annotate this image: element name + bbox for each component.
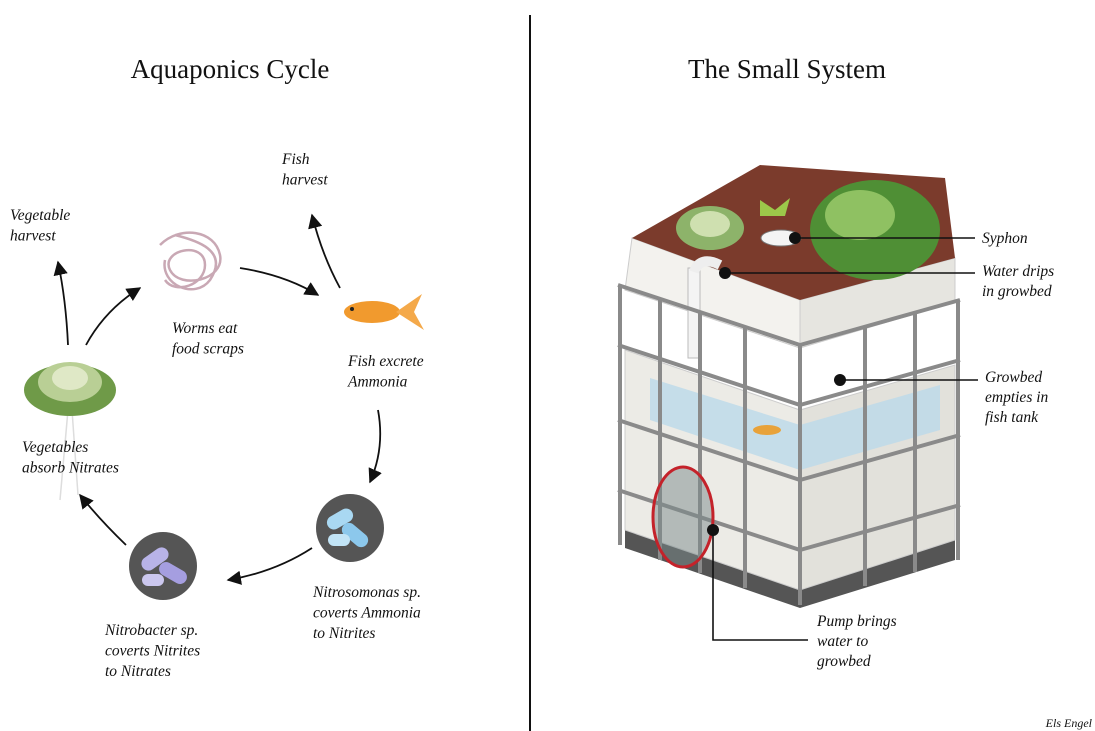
callout-label: empties in — [985, 389, 1049, 406]
left-title: Aquaponics Cycle — [131, 54, 330, 84]
cycle-label: Worms eat — [172, 320, 238, 337]
cycle-label: Vegetables — [22, 439, 88, 456]
cycle-label: to Nitrates — [105, 663, 171, 680]
callout-label: Syphon — [982, 230, 1028, 247]
cycle-label: Ammonia — [347, 374, 408, 391]
callout-label: in growbed — [982, 283, 1052, 300]
credit: Els Engel — [1045, 716, 1093, 730]
cycle-label: harvest — [10, 228, 56, 245]
cycle-label: Nitrosomonas sp. — [312, 584, 421, 601]
worms-icon — [160, 233, 220, 290]
cycle-label: coverts Nitrites — [105, 643, 200, 660]
diagram: Aquaponics Cycle The Small System Els En… — [0, 0, 1095, 731]
lettuce-icon — [24, 362, 116, 500]
fish-icon — [344, 294, 424, 330]
cycle-label: food scraps — [172, 341, 244, 358]
cycle-label: Fish excrete — [347, 353, 424, 370]
cycle-label: Fish — [281, 151, 310, 168]
cycle-label: harvest — [282, 172, 328, 189]
cycle-label: Vegetable — [10, 207, 70, 224]
cycle-label: to Nitrites — [313, 625, 375, 642]
callout-label: Growbed — [985, 369, 1042, 386]
bacteria-icon-nitrobacter — [129, 532, 197, 600]
ibc-tote — [618, 165, 960, 608]
callout-label: water to — [817, 633, 868, 650]
callout-label: Pump brings — [816, 613, 897, 630]
bacteria-icon-nitrosomonas — [316, 494, 384, 562]
right-title: The Small System — [688, 54, 886, 84]
callout-label: growbed — [817, 653, 871, 670]
callout-label: Water drips — [982, 263, 1054, 280]
cycle-label: Nitrobacter sp. — [104, 622, 198, 639]
cycle-label: absorb Nitrates — [22, 460, 119, 477]
cycle-label: coverts Ammonia — [313, 605, 421, 622]
callout-label: fish tank — [985, 409, 1039, 426]
